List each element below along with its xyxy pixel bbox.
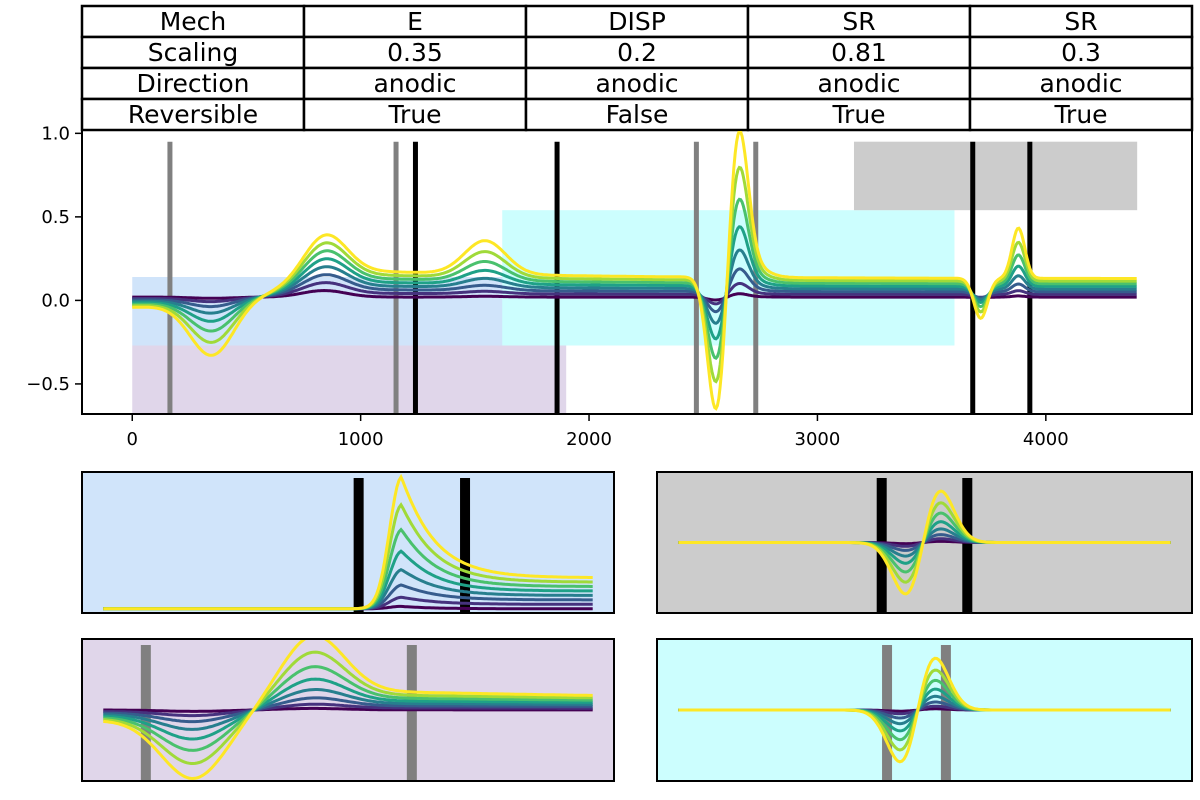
table-value-cell: 0.35: [387, 38, 443, 67]
table-cell: [968, 97, 1194, 132]
x-tick-label: 4000: [1023, 429, 1069, 450]
inset-series-line: [103, 706, 593, 713]
table-header-cell: DISP: [608, 7, 666, 36]
table-value-cell: anodic: [1039, 69, 1122, 98]
table-value-cell: Direction: [137, 69, 250, 98]
table-value-cell: 0.81: [831, 38, 887, 67]
y-tick-label: 1.0: [41, 123, 70, 144]
inset-series-line: [103, 650, 593, 765]
x-tick-label: 2000: [566, 429, 612, 450]
series-line: [132, 130, 1137, 411]
inset-plot-area: [657, 472, 1192, 613]
inset-panel-bottom-left: [81, 638, 615, 782]
x-tick-label: 3000: [795, 429, 841, 450]
inset-series-line: [103, 473, 593, 611]
table-value-cell: 0.2: [617, 38, 657, 67]
main-plot: 0 1000 2000 3000 4000 1.0 0.5 0.0 −0.5: [26, 123, 1193, 450]
inset-plot-area: [82, 472, 614, 613]
table-cell: [746, 97, 972, 132]
inset-series-line: [103, 677, 593, 741]
shaded-region: [853, 141, 1138, 211]
table-value-cell: anodic: [595, 69, 678, 98]
inset-series-line: [103, 688, 593, 731]
table-header-cell: Mech: [160, 7, 227, 36]
inset-series-line: [103, 702, 593, 718]
inset-plot-area: [82, 639, 614, 781]
inset-series-line: [103, 696, 593, 724]
inset-series-line: [678, 489, 1171, 596]
inset-series-line: [103, 665, 593, 752]
table-cell: [968, 35, 1194, 70]
series-line: [132, 288, 1137, 302]
main-plot-area: [132, 130, 1138, 414]
inset-panel-top-left: [81, 471, 615, 614]
table-value-cell: anodic: [373, 69, 456, 98]
inset-frame: [656, 471, 1193, 614]
table-header-cell: SR: [842, 7, 875, 36]
inset-panel-top-right: [656, 471, 1193, 614]
table-cell: [302, 66, 528, 101]
inset-frame: [81, 638, 615, 782]
table-header-cell: E: [407, 7, 423, 36]
inset-frame: [81, 471, 615, 614]
table-cell: [302, 97, 528, 132]
inset-series-line: [103, 639, 593, 781]
table-cell: [746, 66, 972, 101]
shaded-region: [132, 345, 567, 414]
parameter-table: Mech E DISP SR SR Scaling 0.35 0.2 0.81 0.3 Direct…: [80, 4, 1194, 132]
y-tick-label: 0.5: [41, 207, 70, 228]
table-value-cell: True: [387, 100, 441, 129]
table-value-cell: anodic: [817, 69, 900, 98]
table-value-cell: Scaling: [148, 38, 239, 67]
table-value-cell: True: [1053, 100, 1107, 129]
y-tick-label: −0.5: [26, 374, 70, 395]
table-value-cell: Reversible: [128, 100, 258, 129]
inset-panel-bottom-right: [656, 638, 1193, 782]
main-axes-frame: [81, 129, 1193, 415]
inset-plot-area: [657, 639, 1192, 781]
table-cell: [80, 97, 306, 132]
table-header-cell: SR: [1064, 7, 1097, 36]
series-line: [132, 281, 1137, 306]
inset-frame: [656, 638, 1193, 782]
table-cell: [524, 35, 750, 70]
table-value-cell: False: [606, 100, 669, 129]
table-value-cell: 0.3: [1061, 38, 1101, 67]
x-tick-label: 0: [127, 429, 138, 450]
inset-series-line: [678, 656, 1171, 764]
table-value-cell: True: [831, 100, 885, 129]
y-tick-label: 0.0: [41, 290, 70, 311]
x-tick-label: 1000: [338, 429, 384, 450]
